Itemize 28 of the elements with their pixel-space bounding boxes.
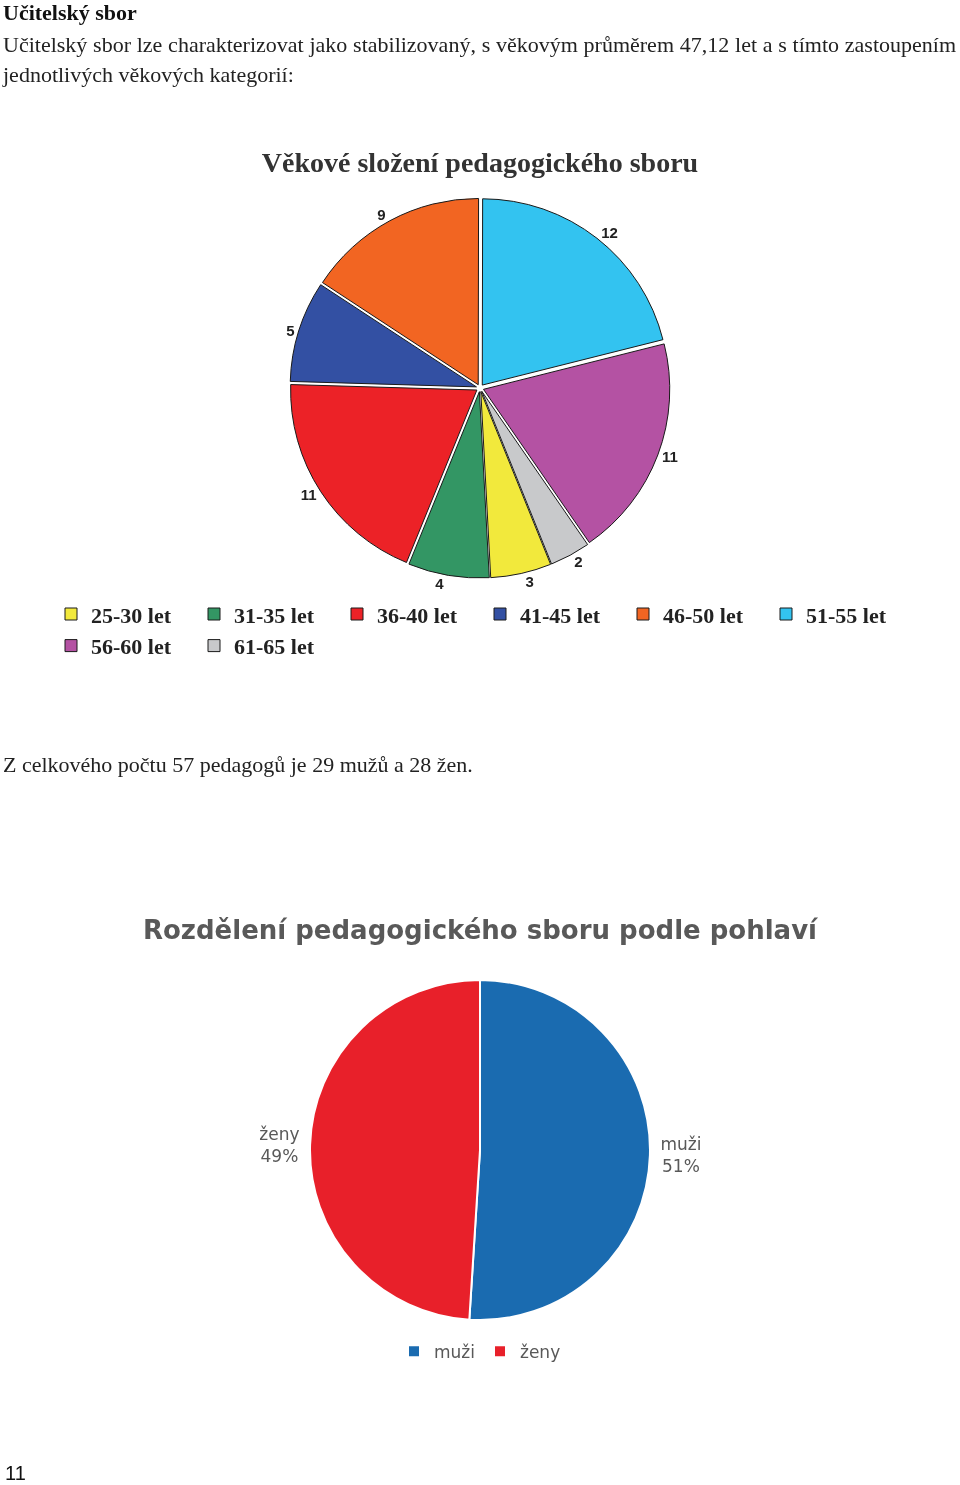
legend-label: 36-40 let: [377, 602, 458, 628]
data-label: 5: [286, 321, 295, 339]
legend-label: 41-45 let: [520, 602, 601, 628]
text: 11: [5, 1462, 26, 1485]
text: Učitelský sbor lze charakterizovat jako stabilizovaný, s věkovým průměrem 47,12 let a s tímto zastoupením jednotlivých věkových kategorií:: [3, 31, 956, 89]
data-label: 11: [300, 485, 317, 503]
data-label: 2: [574, 553, 583, 571]
text: Učitelský sbor: [3, 0, 138, 26]
legend-label: 56-60 let: [91, 634, 172, 660]
text: Z celkového počtu 57 pedagogů je 29 mužů a 28 žen.: [3, 751, 474, 779]
legend-label: 25-30 let: [91, 602, 172, 628]
legend-label: 31-35 let: [234, 602, 315, 628]
data-label: 12: [601, 224, 618, 242]
slice-label: ženy: [259, 1123, 300, 1144]
data-label: 49%: [260, 1145, 299, 1166]
data-label: 3: [525, 573, 534, 591]
data-label: 51%: [662, 1156, 700, 1177]
legend-label: ženy: [519, 1341, 561, 1362]
legend-label: 61-65 let: [234, 634, 315, 660]
slice-label: muži: [660, 1134, 702, 1155]
legend-label: muži: [434, 1341, 475, 1362]
legend-label: 51-55 let: [806, 602, 887, 628]
data-label: 9: [377, 205, 386, 223]
chart-title: Rozdělení pedagogického sboru podle pohlaví: [142, 915, 820, 946]
legend-label: 46-50 let: [663, 602, 744, 628]
data-label: 4: [435, 575, 445, 593]
data-label: 11: [662, 447, 678, 465]
chart-title: Věkové složení pedagogického sboru: [261, 146, 699, 178]
